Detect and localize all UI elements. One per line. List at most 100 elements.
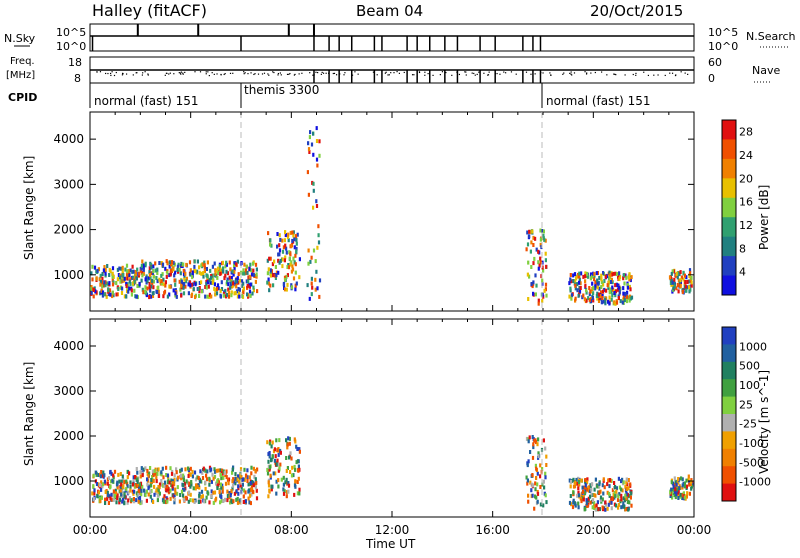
velocity-cell: [212, 476, 215, 481]
power-cell: [266, 271, 269, 276]
power-cell: [281, 264, 284, 269]
nave-point: [476, 73, 478, 76]
velocity-cell: [224, 481, 228, 486]
velocity-cell: [296, 447, 299, 451]
velocity-cell: [221, 486, 224, 491]
power-cell: [630, 295, 634, 300]
nave-point: [669, 72, 671, 74]
velocity-cell: [669, 490, 672, 495]
velocity-cell: [275, 491, 278, 496]
nave-point: [499, 73, 501, 75]
velocity-cell: [627, 486, 630, 491]
power-cell: [103, 292, 106, 297]
nave-point: [267, 73, 269, 75]
power-cell: [540, 274, 543, 279]
power-cell: [160, 279, 163, 284]
power-cell: [111, 266, 115, 271]
velocity-cell: [610, 500, 613, 505]
velocity-cell: [158, 485, 161, 490]
power-cell: [148, 266, 151, 271]
nave-point: [445, 71, 447, 74]
power-cell: [286, 235, 290, 239]
power-cell: [314, 287, 317, 292]
power-cell: [102, 268, 105, 273]
velocity-cell: [197, 476, 200, 480]
nave-point: [315, 71, 317, 73]
velocity-cell: [162, 499, 165, 504]
velocity-cell: [607, 478, 610, 483]
power-cell: [545, 293, 548, 298]
power-cell: [237, 272, 240, 277]
power-cell: [148, 273, 151, 277]
velocity-cell: [527, 493, 530, 498]
power-cell: [623, 298, 626, 302]
power-colorbar-tick-1: 8: [739, 242, 746, 255]
power-cell: [182, 272, 186, 277]
power-cell: [249, 293, 252, 298]
nave-point: [309, 72, 311, 74]
velocity-cell: [118, 500, 121, 505]
velocity-cell: [110, 492, 113, 497]
power-cell: [112, 293, 115, 298]
power-cell: [102, 283, 105, 288]
velocity-cell: [235, 497, 238, 502]
power-cell: [610, 289, 613, 294]
power-cell: [308, 150, 311, 154]
velocity-cell: [285, 477, 288, 482]
power-cell: [111, 282, 115, 287]
power-cell: [286, 273, 289, 278]
velocity-cell: [237, 491, 240, 496]
power-cell: [610, 297, 613, 302]
nave-point: [344, 72, 346, 74]
velocity-cell: [225, 469, 228, 474]
velocity-cell: [139, 501, 142, 506]
velocity-cell: [545, 454, 548, 459]
nave-point: [424, 71, 426, 73]
velocity-cell: [610, 506, 613, 511]
nave-point: [147, 74, 149, 76]
power-cell: [92, 288, 95, 292]
power-cell: [178, 267, 181, 272]
velocity-cell: [188, 471, 191, 476]
nave-point: [441, 71, 444, 73]
power-cell: [278, 260, 281, 265]
velocity-cell: [685, 484, 688, 489]
power-cell: [315, 204, 319, 208]
power-cell: [157, 285, 160, 290]
power-cell: [292, 233, 295, 238]
velocity-cell: [143, 488, 146, 493]
nave-point: [184, 71, 186, 74]
velocity-cell: [231, 486, 234, 491]
nave-point: [136, 72, 138, 74]
velocity-cell: [544, 446, 547, 451]
velocity-cell: [216, 486, 219, 490]
power-cell: [535, 247, 538, 252]
power-cell: [316, 163, 319, 168]
velocity-cell: [624, 507, 627, 512]
nave-point: [674, 74, 677, 77]
velocity-cell: [586, 487, 589, 492]
velocity-cell: [198, 491, 201, 496]
power-cell: [575, 274, 578, 279]
power-cell: [310, 255, 313, 260]
velocity-cell: [544, 475, 547, 480]
velocity-cell: [125, 486, 128, 491]
velocity-cell: [618, 492, 621, 497]
power-cell: [585, 298, 588, 303]
velocity-cell: [157, 488, 160, 493]
power-cell: [126, 269, 129, 274]
velocity-cell: [204, 468, 207, 473]
power-cell: [99, 282, 102, 287]
velocity-cell: [254, 468, 257, 473]
velocity-data-layer: [91, 435, 694, 512]
power-cell: [140, 278, 143, 283]
power-cell: [532, 280, 535, 285]
nave-point: [253, 73, 255, 76]
power-cell: [267, 277, 270, 282]
velocity-cell: [152, 478, 155, 483]
power-cell: [198, 270, 201, 275]
velocity-cell: [578, 493, 581, 498]
power-cell: [593, 272, 596, 277]
power-cell: [219, 271, 222, 276]
power-cell: [599, 294, 602, 298]
